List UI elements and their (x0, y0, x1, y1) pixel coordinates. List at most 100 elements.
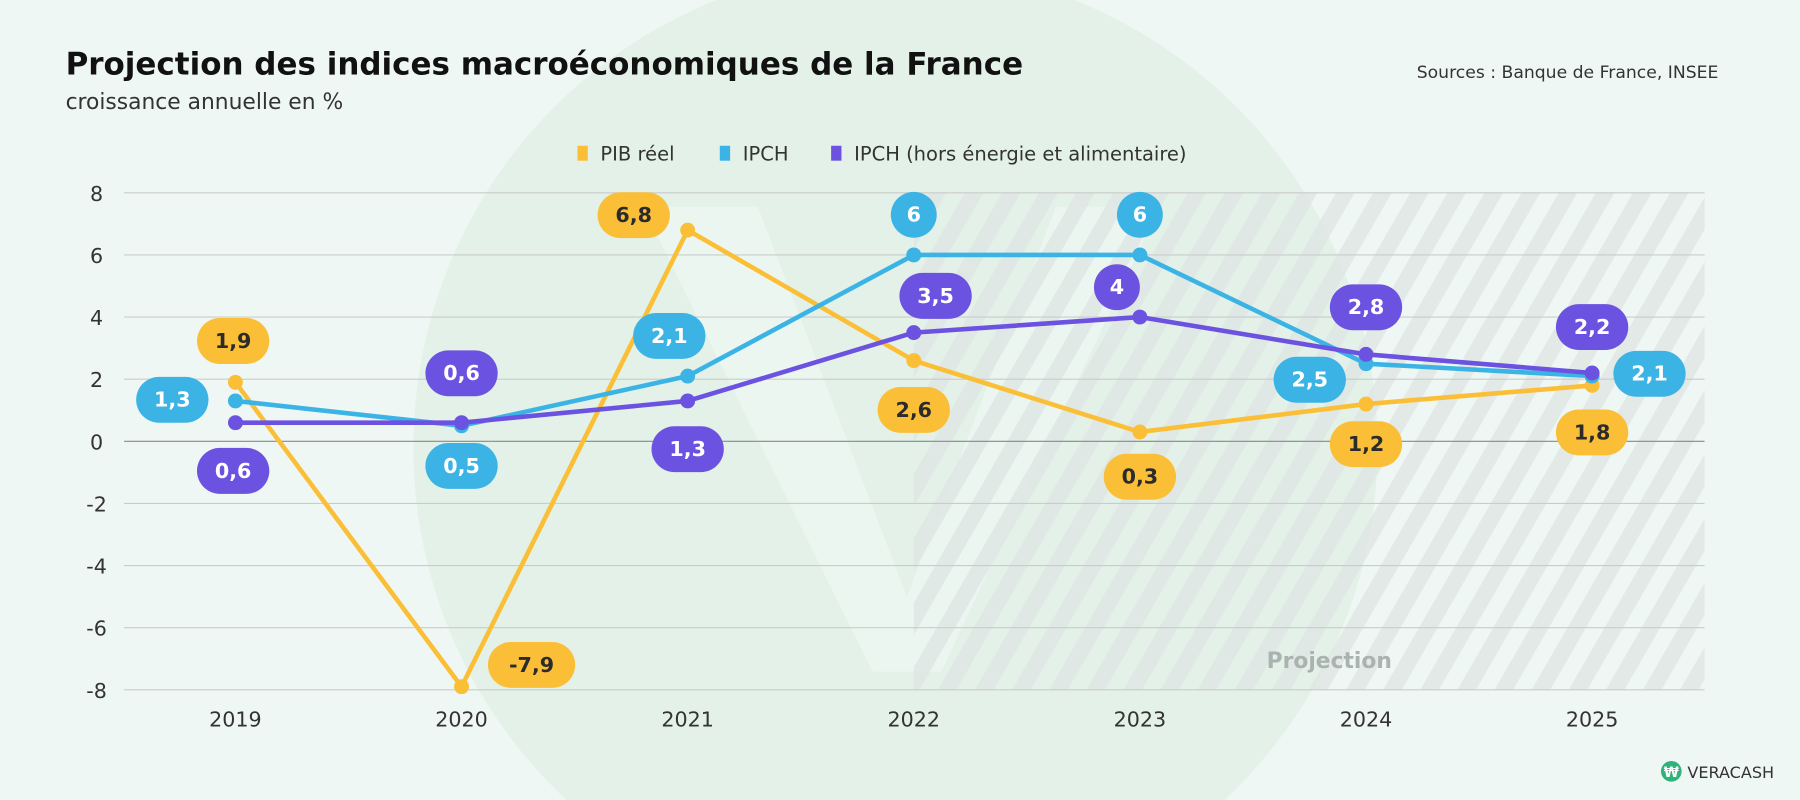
data-label-pill (1273, 356, 1346, 403)
x-tick-label: 2024 (1340, 708, 1393, 732)
data-label: 1,3 (651, 426, 724, 473)
data-label-text: 0,6 (215, 459, 252, 483)
data-point (1132, 309, 1148, 325)
x-tick-label: 2022 (888, 708, 941, 732)
data-label-text: 0,3 (1122, 465, 1159, 489)
data-label-pill (1329, 421, 1403, 468)
data-label-text: 2,2 (1574, 315, 1611, 339)
data-label: 0,3 (1103, 453, 1177, 500)
x-tick-label: 2021 (661, 708, 714, 732)
data-label: 1,3 (136, 376, 209, 423)
y-tick-label: 8 (90, 182, 103, 206)
data-label-pill (487, 641, 576, 688)
data-point (1132, 424, 1148, 440)
data-label: 2,1 (1613, 350, 1686, 397)
data-point (680, 368, 696, 384)
data-label: 6,8 (597, 192, 670, 239)
data-label: 3,5 (899, 272, 972, 319)
data-label-pill (651, 426, 724, 473)
data-label-text: 1,8 (1574, 420, 1611, 444)
legend-swatch (577, 145, 588, 161)
veracash-logo: ₩ VERACASH (1660, 760, 1774, 782)
data-label-pill (1093, 264, 1140, 311)
data-label: 2,6 (877, 386, 950, 433)
data-label: 2,5 (1273, 356, 1346, 403)
data-label-pill (425, 350, 498, 397)
legend-swatch (831, 145, 842, 161)
data-point (906, 325, 922, 341)
x-tick-label: 2023 (1114, 708, 1167, 732)
data-point (906, 247, 922, 263)
data-point (227, 415, 243, 431)
data-label-text: 1,2 (1348, 432, 1385, 456)
data-label: 2,8 (1329, 284, 1403, 331)
data-label-pill (890, 191, 937, 238)
data-label: 4 (1093, 264, 1140, 311)
data-labels: 1,9 -7,9 6,8 2,6 0,3 1,2 1,8 1,3 0,5 2,1 6 6 2,5 2,1 0… (136, 191, 1686, 688)
data-label-pill (1613, 350, 1686, 397)
data-label: 2,2 (1555, 304, 1629, 351)
legend-label: IPCH (hors énergie et alimentaire) (854, 143, 1186, 166)
data-label-text: 0,5 (443, 454, 480, 478)
x-tick-label: 2025 (1566, 708, 1619, 732)
data-label-text: 1,3 (154, 388, 191, 412)
legend-label: PIB réel (600, 143, 674, 166)
data-label-text: 6,8 (615, 203, 652, 227)
data-point (454, 415, 470, 431)
data-point (906, 353, 922, 369)
data-label-pill (196, 318, 270, 364)
legend: PIB réel IPCH IPCH (hors énergie et alimen… (577, 143, 1187, 166)
data-point (680, 393, 696, 409)
legend-label: IPCH (743, 143, 789, 166)
data-label: 0,6 (196, 447, 270, 494)
data-point (227, 374, 243, 390)
legend-swatch (719, 145, 731, 161)
data-label: 6 (890, 191, 937, 238)
data-label-text: 2,8 (1348, 295, 1385, 319)
data-label-pill (877, 386, 950, 433)
x-tick-label: 2019 (209, 708, 262, 732)
data-label: 0,6 (425, 350, 498, 397)
y-tick-label: 4 (90, 306, 103, 330)
data-label-text: -7,9 (509, 653, 554, 677)
data-label-pill (633, 312, 706, 359)
data-label-text: 2,1 (651, 324, 688, 348)
data-label-text: 3,5 (917, 284, 954, 308)
y-tick-label: 2 (90, 368, 103, 392)
data-label-text: 0,6 (443, 361, 480, 385)
data-label-text: 6 (1133, 203, 1147, 227)
chart-title: Projection des indices macroéconomiques … (66, 47, 1024, 83)
data-label-text: 2,5 (1291, 368, 1328, 392)
data-label-pill (1103, 453, 1177, 500)
data-label-pill (1555, 409, 1629, 456)
data-label: 2,1 (633, 312, 706, 359)
data-label-text: 1,9 (215, 329, 252, 353)
data-label-pill (1116, 191, 1163, 238)
data-label: 1,9 (196, 318, 270, 364)
data-label-pill (196, 447, 270, 494)
data-label: 1,2 (1329, 421, 1403, 468)
y-tick-label: -2 (86, 492, 107, 516)
data-label: 1,8 (1555, 409, 1629, 456)
data-label: 0,5 (425, 443, 498, 489)
data-label: 6 (1116, 191, 1163, 238)
data-label-pill (899, 272, 972, 319)
y-tick-label: -8 (86, 679, 107, 703)
projection-label: Projection (1267, 649, 1392, 674)
svg-text:₩: ₩ (1664, 765, 1679, 781)
data-label-pill (1329, 284, 1403, 331)
data-label-pill (425, 443, 498, 489)
y-tick-label: -6 (86, 617, 107, 641)
y-tick-label: 0 (90, 430, 103, 454)
data-label-text: 2,1 (1631, 362, 1668, 386)
data-point (680, 222, 696, 238)
chart-subtitle: croissance annuelle en % (66, 90, 344, 115)
data-label-text: 6 (907, 203, 921, 227)
data-label-text: 2,6 (895, 398, 932, 422)
data-point (1358, 346, 1374, 362)
series-lines (227, 222, 1600, 695)
data-point (1584, 365, 1600, 381)
data-point (227, 393, 243, 409)
data-label-pill (597, 192, 670, 239)
